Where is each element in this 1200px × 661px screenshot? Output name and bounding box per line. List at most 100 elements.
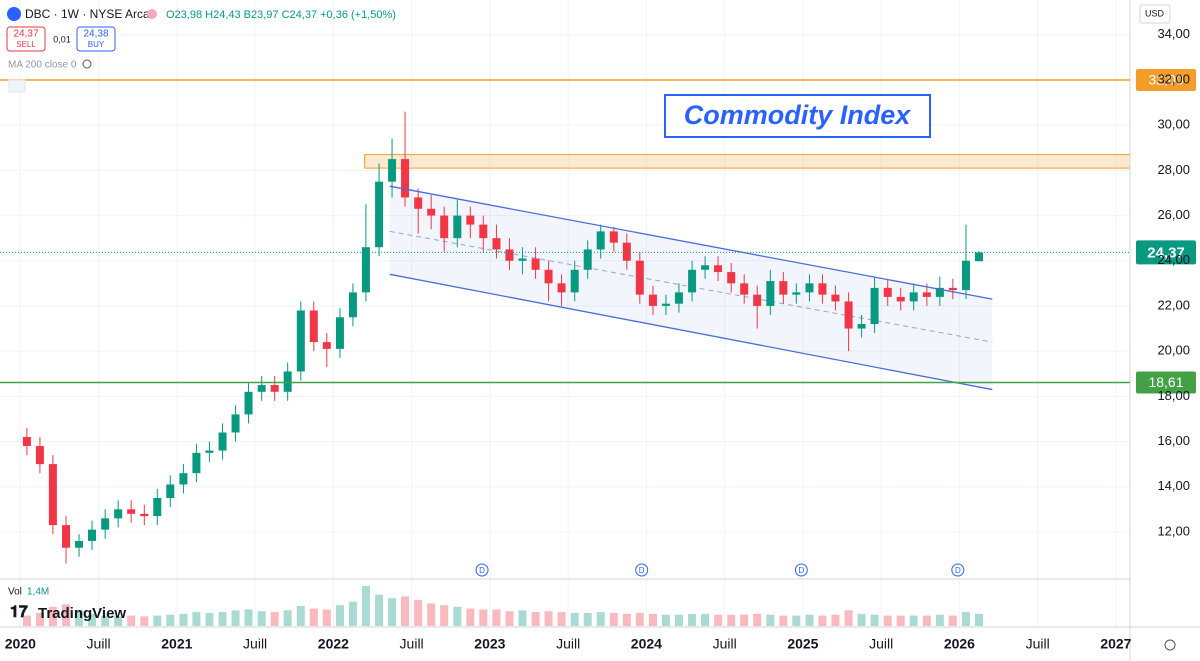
volume-bar [166,614,175,626]
candle-body [935,287,944,297]
candle-body [179,473,188,485]
volume-bar [753,613,762,626]
volume-bar [218,612,227,626]
y-tick-label: 18,00 [1157,388,1190,403]
volume-bar [870,614,879,626]
volume-bar [75,610,84,626]
volume-bar [688,613,697,626]
currency[interactable]: USD [1145,8,1165,18]
sell-button[interactable] [6,26,46,52]
volume-bar [48,606,57,626]
spread: 0,01 [53,34,71,44]
volume-bar [531,612,540,626]
candle-body [322,342,331,349]
candle-body [779,281,788,295]
candle-body [948,287,957,291]
volume-bar [335,605,344,626]
volume-bar [779,615,788,626]
candle-body [544,269,553,284]
candle-body [766,281,775,306]
candle-body [22,437,31,447]
settings-icon[interactable] [1164,639,1176,651]
candle-body [218,432,227,451]
buy-price[interactable]: 24,38 [83,29,108,40]
candle-body [127,509,136,514]
x-tick-label: 2026 [944,636,975,652]
last-price-label: 24,37 [1147,244,1185,261]
candle-body [922,292,931,297]
x-tick-label: 2020 [5,636,36,652]
candle-body [335,317,344,349]
candle-body [270,385,279,392]
y-tick-label: 22,00 [1157,297,1190,312]
volume-bar [635,612,644,626]
visibility-icon[interactable] [82,59,92,69]
dividend-marker [794,563,808,577]
candle-body [883,287,892,297]
candle-body [831,294,840,302]
candle-body [88,529,97,541]
volume-bar [701,613,710,626]
volume-bar [114,616,123,626]
volume-bar [127,615,136,626]
volume-bar [88,613,97,626]
candle-body [648,294,657,306]
candle-body [974,252,983,262]
volume-bar [544,611,553,626]
x-tick-label: Juill [713,636,737,652]
buy-button[interactable] [76,26,116,52]
symbol[interactable]: DBC · 1W · NYSE Arca [25,7,150,21]
compare-icon[interactable] [147,9,157,19]
x-tick-label: 2022 [318,636,349,652]
x-tick-label: Juill [87,636,111,652]
dividend-label: D [479,566,485,575]
volume-bar [257,611,266,626]
volume-value: 1,4M [27,587,49,598]
dividend-marker [475,563,489,577]
channel-line [389,230,993,343]
level-tag [1136,68,1196,91]
volume-bar [244,609,253,626]
volume-bar [896,615,905,626]
dividend-marker [951,563,965,577]
x-tick-label: 2024 [631,636,662,652]
volume-bar [231,610,240,626]
volume-bar [505,611,514,626]
sell-price[interactable]: 24,37 [13,29,38,40]
candle-body [727,272,736,284]
brand-logo: 𝟏𝟕 [10,604,28,621]
annotation-box [664,94,931,138]
volume-bar [62,604,71,626]
candle-body [505,249,514,261]
candle-body [388,159,397,182]
volume-bar [440,605,449,626]
x-tick-label: Juill [400,636,424,652]
volume-bar [322,609,331,626]
ohlc-values: O23,98 H24,43 B23,97 C24,37 +0,36 (+1,50… [166,9,396,21]
volume-bar [909,615,918,626]
collapse-button[interactable] [8,79,26,93]
candle-body [166,484,175,499]
candle-body [870,287,879,325]
candle-body [361,247,370,293]
level-tag [1136,371,1196,394]
buy-label[interactable]: BUY [88,40,105,49]
candle-body [479,224,488,239]
volume-bar [179,613,188,626]
candle-body [466,215,475,225]
candle-body [531,258,540,270]
y-tick-label: 12,00 [1157,523,1190,538]
candle-body [674,292,683,304]
currency-box[interactable] [1139,4,1171,24]
candle-body [661,303,670,306]
volume-bar [283,610,292,626]
volume-bar [192,612,201,626]
candle-body [427,208,436,216]
y-tick-label: 28,00 [1157,162,1190,177]
y-tick-label: 30,00 [1157,117,1190,132]
sell-label[interactable]: SELL [16,40,36,49]
volume-bar [961,612,970,626]
x-tick-label: Juill [243,636,267,652]
y-tick-label: 24,00 [1157,252,1190,267]
